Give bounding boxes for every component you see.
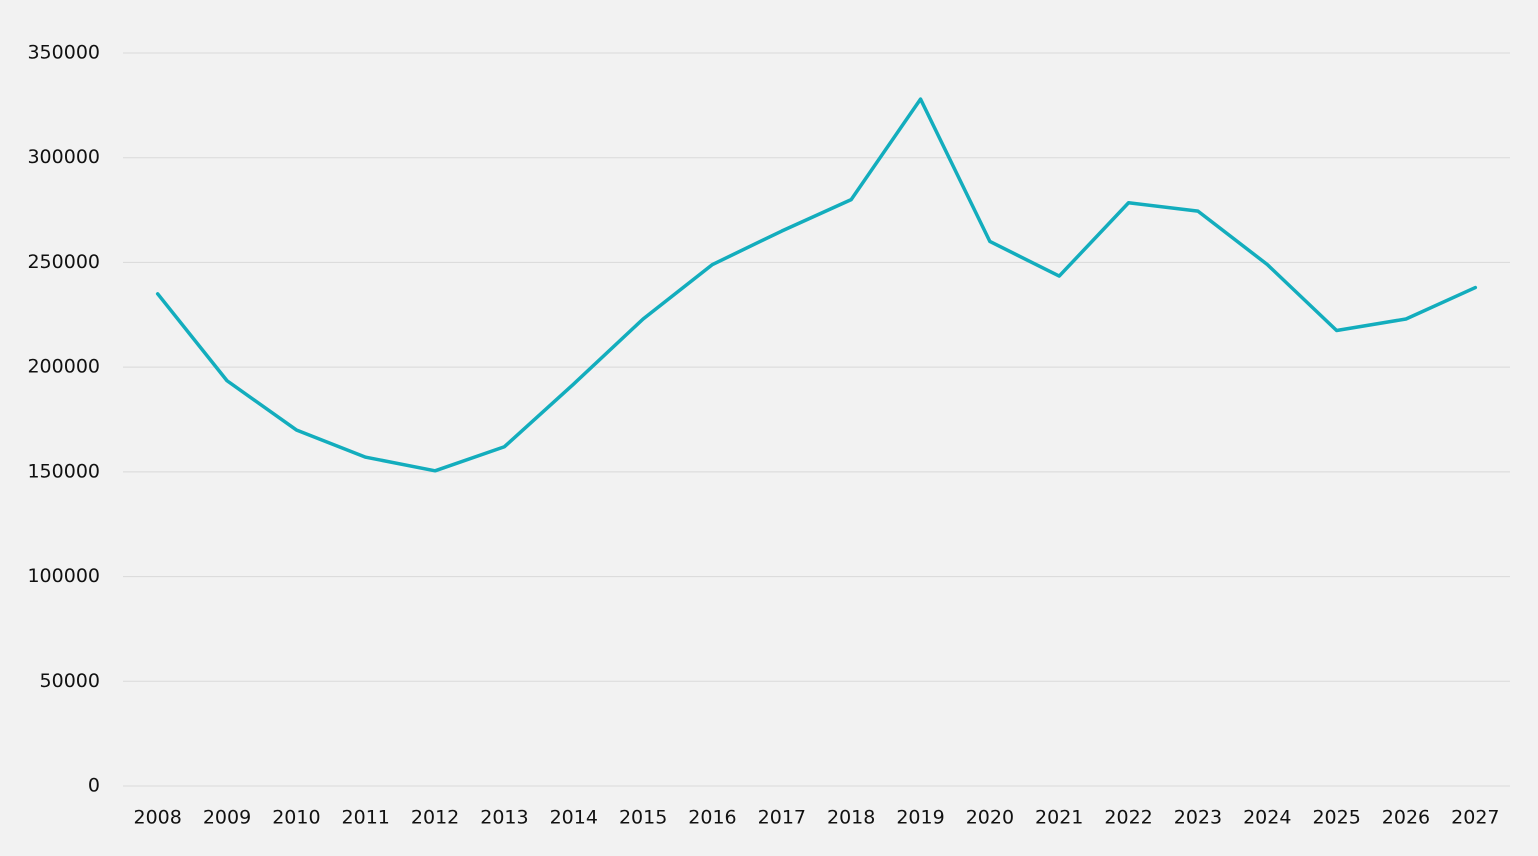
data-point-2016 [707, 260, 717, 270]
y-tick-label: 50000 [40, 670, 100, 692]
x-tick-label: 2021 [1035, 807, 1083, 829]
y-tick-label: 300000 [27, 146, 100, 168]
x-tick-label: 2020 [966, 807, 1014, 829]
x-tick-label: 2022 [1104, 807, 1152, 829]
x-tick-label: 2017 [758, 807, 806, 829]
x-tick-label: 2027 [1451, 807, 1499, 829]
x-tick-label: 2026 [1382, 807, 1430, 829]
x-tick-label: 2015 [619, 807, 667, 829]
data-point-2017 [777, 226, 787, 236]
y-tick-label: 0 [88, 775, 100, 797]
y-tick-label: 200000 [27, 356, 100, 378]
x-tick-label: 2012 [411, 807, 459, 829]
x-tick-label: 2008 [133, 807, 181, 829]
data-point-2022 [1124, 198, 1134, 208]
data-point-2008 [153, 289, 163, 299]
y-tick-label: 150000 [27, 460, 100, 482]
x-tick-label: 2019 [896, 807, 944, 829]
data-point-2015 [638, 314, 648, 324]
data-point-2011 [361, 452, 371, 462]
x-tick-label: 2018 [827, 807, 875, 829]
x-tick-label: 2010 [272, 807, 320, 829]
x-tick-label: 2014 [550, 807, 598, 829]
data-point-2027 [1470, 283, 1480, 293]
data-point-2014 [569, 379, 579, 389]
data-point-2025 [1332, 325, 1342, 335]
y-tick-label: 350000 [27, 42, 100, 64]
x-tick-label: 2016 [688, 807, 736, 829]
data-point-2024 [1262, 260, 1272, 270]
grid-layer [123, 52, 1510, 787]
x-tick-label: 2025 [1312, 807, 1360, 829]
x-tick-label: 2009 [203, 807, 251, 829]
x-axis: 2008 2009 2010 2011 2012 2013 2014 2015 2016 2017… [133, 807, 1499, 829]
x-tick-label: 2023 [1174, 807, 1222, 829]
data-point-2009 [222, 376, 232, 386]
y-tick-label: 100000 [27, 565, 100, 587]
series-line [155, 97, 1478, 473]
x-tick-label: 2024 [1243, 807, 1291, 829]
data-point-2026 [1401, 314, 1411, 324]
data-point-2020 [985, 236, 995, 246]
data-point-2012 [430, 466, 440, 476]
data-point-2023 [1193, 206, 1203, 216]
data-point-2018 [846, 195, 856, 205]
data-point-2019 [916, 94, 926, 104]
y-tick-label: 250000 [27, 251, 100, 273]
data-point-2010 [291, 425, 301, 435]
y-axis: 0 50000 100000 150000 200000 250000 300000 3500… [27, 42, 100, 797]
x-tick-label: 2011 [342, 807, 390, 829]
series-layer [153, 94, 1480, 476]
x-tick-label: 2013 [480, 807, 528, 829]
data-point-2021 [1054, 271, 1064, 281]
data-point-2013 [499, 442, 509, 452]
